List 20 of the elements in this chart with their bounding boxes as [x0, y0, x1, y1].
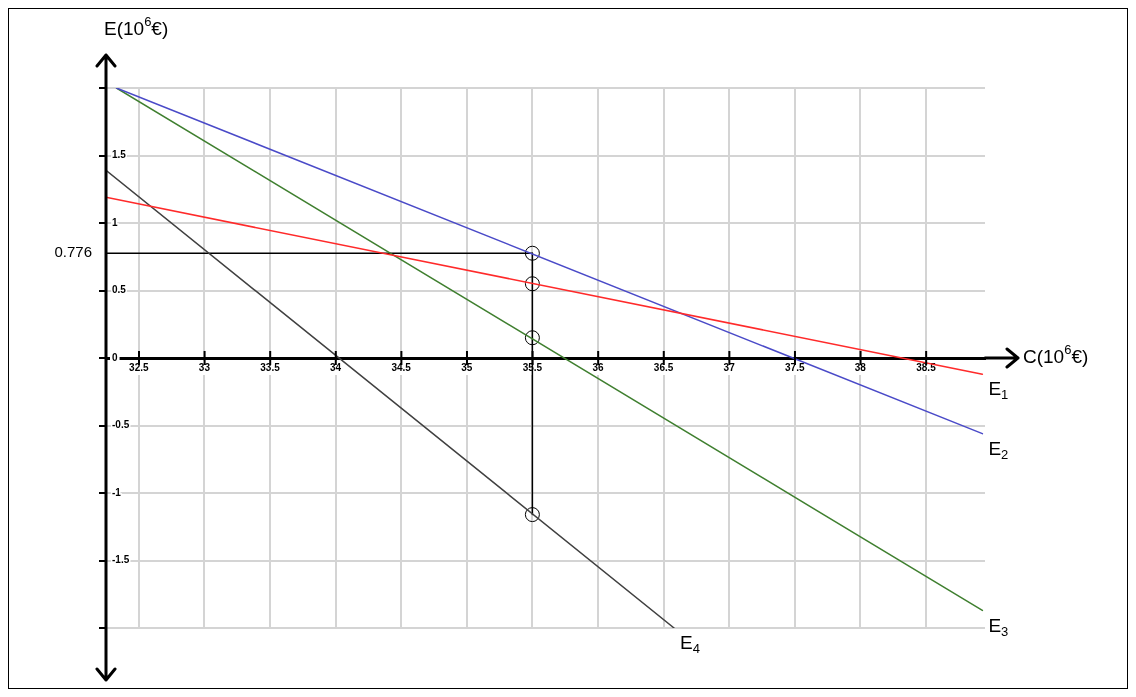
x-tick-label: 38 — [854, 361, 867, 373]
x-tick-label: 34 — [330, 361, 342, 373]
x-tick-label: 36 — [592, 361, 604, 373]
x-tick-label: 33 — [198, 361, 211, 373]
x-tick-label: 34.5 — [391, 361, 412, 373]
annotation: 0.776 — [54, 243, 93, 261]
x-tick-label: 37 — [723, 361, 736, 373]
y-tick-label: 1.5 — [112, 149, 127, 161]
x-tick-label: 36.5 — [653, 361, 674, 373]
x-tick-label: 33.5 — [260, 361, 281, 373]
y-tick-label: -1.5 — [112, 554, 130, 566]
y-tick-label: -1 — [112, 486, 122, 498]
y-tick-label: 1 — [112, 216, 118, 228]
x-tick-label: 32.5 — [129, 361, 149, 373]
x-tick-label: 38.5 — [916, 361, 937, 373]
y-tick-label: 0 — [112, 351, 118, 363]
y-tick-label: 0.5 — [112, 284, 127, 296]
x-tick-label: 37.5 — [785, 361, 805, 373]
x-tick-label: 35 — [461, 361, 473, 373]
y-tick-label: -0.5 — [112, 419, 130, 431]
